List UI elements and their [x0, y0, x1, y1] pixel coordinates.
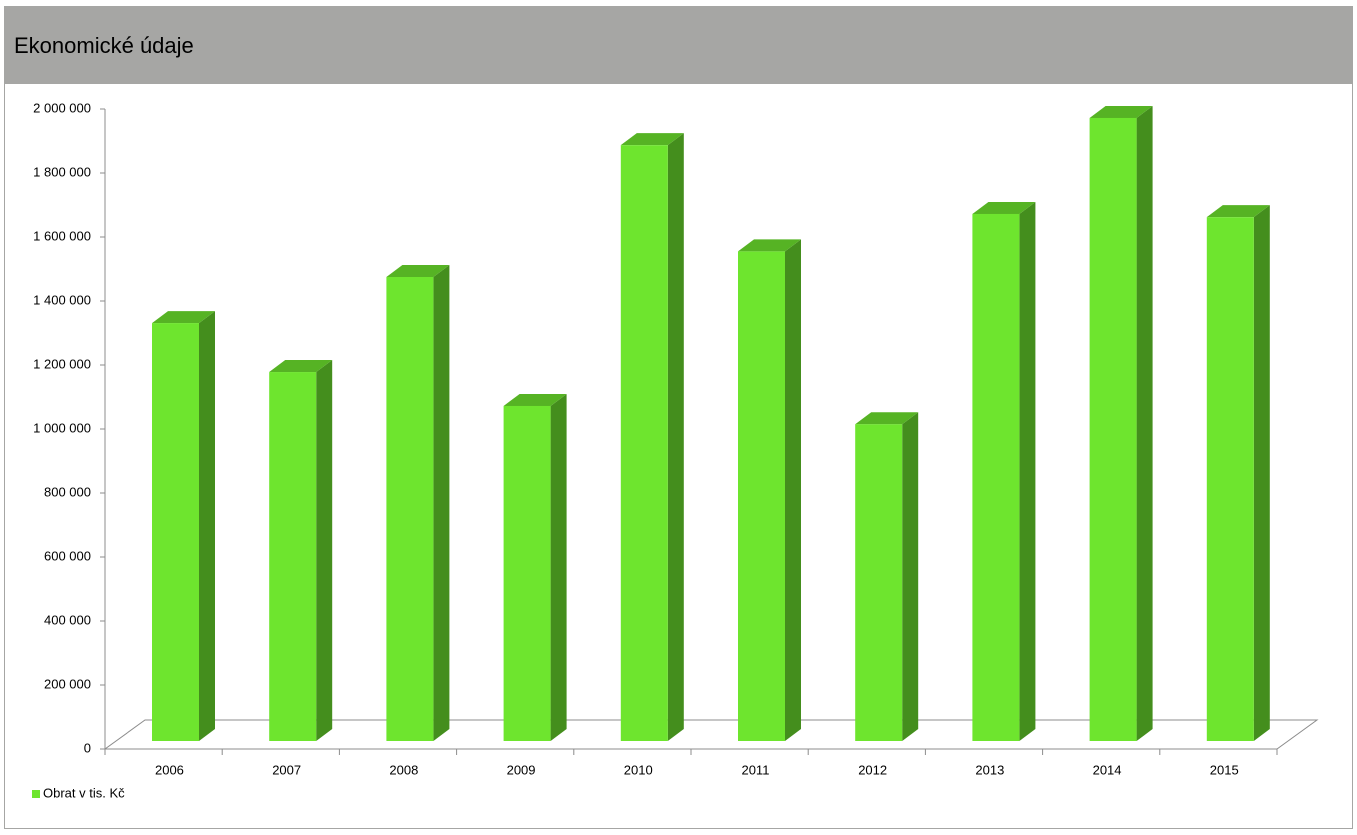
bar-side — [433, 265, 450, 741]
y-tick-label: 0 — [84, 740, 91, 755]
bar-top — [855, 412, 919, 425]
y-tick-label: 800 000 — [44, 484, 91, 499]
bar-top — [972, 201, 1036, 214]
y-tick-label: 1 800 000 — [33, 164, 91, 179]
x-tick-label: 2015 — [1210, 762, 1239, 777]
bar-top — [269, 360, 333, 373]
floor — [103, 719, 1319, 750]
legend-label: Obrat v tis. Kč — [43, 785, 125, 800]
bar-side — [785, 239, 801, 741]
y-tick-label: 1 000 000 — [33, 420, 91, 435]
x-tick-label: 2009 — [507, 762, 536, 777]
bar-top — [620, 133, 684, 146]
bar — [1206, 205, 1270, 741]
bar-side — [1136, 105, 1153, 741]
bar-side — [902, 412, 919, 741]
y-tick-label: 200 000 — [44, 676, 91, 691]
bar-side — [550, 393, 567, 741]
bar — [503, 393, 567, 741]
bar-side — [1019, 201, 1036, 741]
y-tick-label: 600 000 — [44, 548, 91, 563]
bar-front — [269, 372, 317, 741]
bar-side — [667, 133, 684, 741]
x-tick-label: 2006 — [155, 762, 184, 777]
bar — [738, 239, 801, 741]
x-tick-label: 2014 — [1093, 762, 1122, 777]
x-tick-label: 2010 — [624, 762, 653, 777]
x-tick-label: 2007 — [272, 762, 301, 777]
y-tick-label: 1 600 000 — [33, 228, 91, 243]
bar-front — [620, 145, 668, 741]
bar-front — [855, 424, 903, 741]
bar-front — [1089, 117, 1137, 741]
bar — [152, 311, 215, 741]
bar-side — [316, 360, 333, 741]
y-tick-label: 2 000 000 — [33, 100, 91, 115]
y-tick-label: 1 200 000 — [33, 356, 91, 371]
bar — [269, 360, 333, 741]
bar-front — [1206, 217, 1254, 741]
bar — [855, 412, 919, 741]
y-tick-label: 400 000 — [44, 612, 91, 627]
bar — [620, 133, 684, 741]
bar-front — [738, 251, 785, 741]
bar-top — [1206, 205, 1270, 218]
chart-title: Ekonomické údaje — [14, 33, 194, 58]
bar-front — [152, 323, 199, 741]
bar-front — [972, 213, 1020, 741]
legend-swatch — [32, 790, 40, 798]
bar-top — [738, 239, 801, 252]
x-tick-label: 2013 — [975, 762, 1004, 777]
y-tick-label: 1 400 000 — [33, 292, 91, 307]
bar-front — [386, 277, 434, 741]
x-tick-label: 2008 — [389, 762, 418, 777]
bar — [1089, 105, 1153, 741]
bar-top — [386, 265, 450, 277]
x-tick-label: 2012 — [858, 762, 887, 777]
bar-side — [1253, 205, 1270, 741]
x-tick-label: 2011 — [741, 762, 769, 777]
bar-top — [152, 311, 215, 324]
bar-side — [199, 311, 215, 741]
bar — [386, 265, 450, 741]
bar-front — [503, 405, 551, 741]
bar — [972, 201, 1036, 741]
bar-top — [503, 393, 567, 406]
panel-header — [4, 6, 1353, 84]
bar-top — [1089, 105, 1153, 118]
